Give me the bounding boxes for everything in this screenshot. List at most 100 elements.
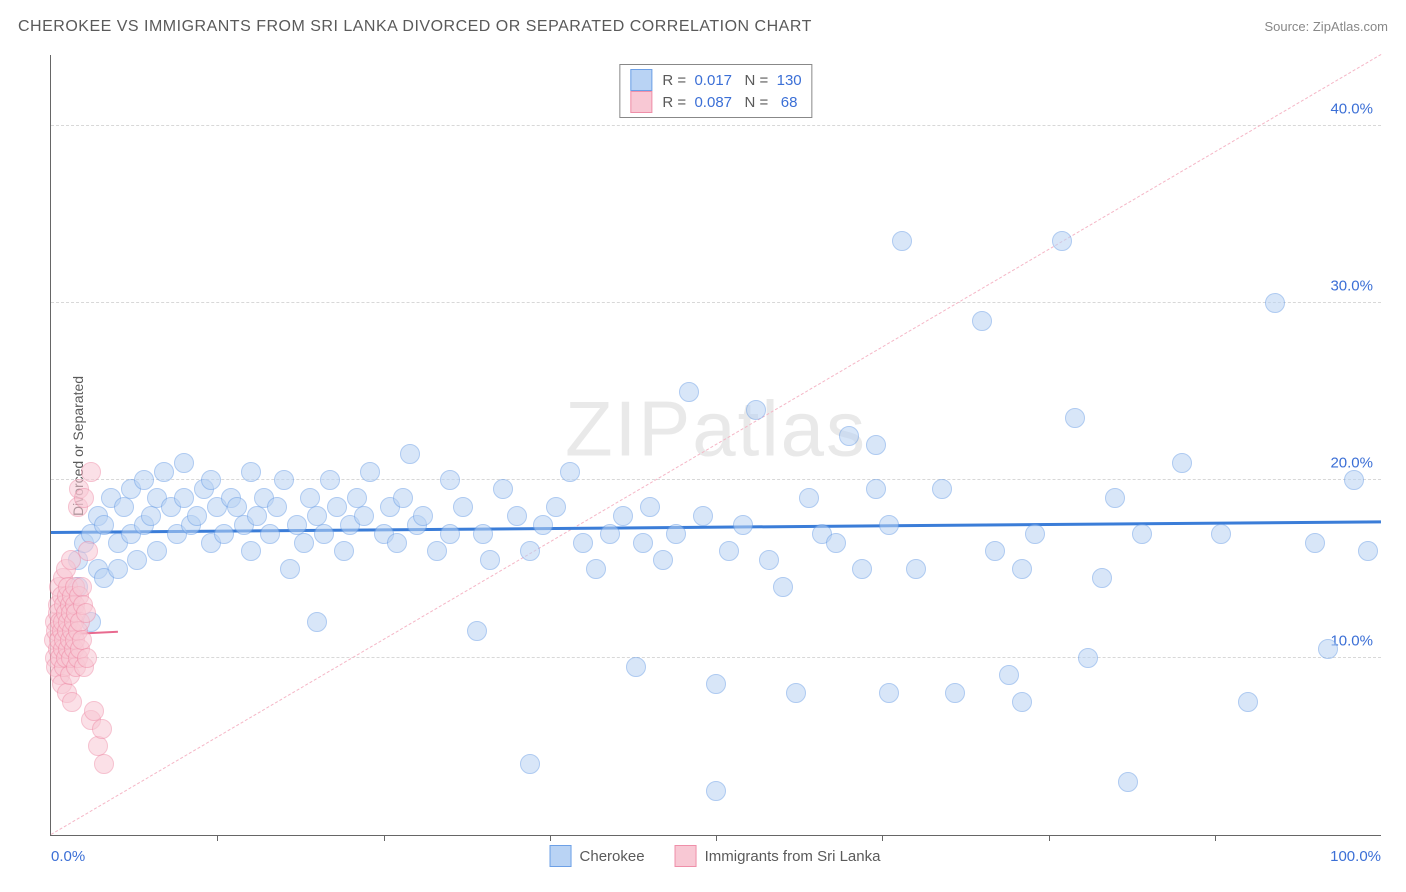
data-point [134, 470, 154, 490]
data-point [1025, 524, 1045, 544]
data-point [94, 515, 114, 535]
data-point [334, 541, 354, 561]
data-point [314, 524, 334, 544]
y-tick-label: 30.0% [1330, 278, 1373, 295]
data-point [427, 541, 447, 561]
data-point [1078, 648, 1098, 668]
data-point [74, 488, 94, 508]
data-point [1132, 524, 1152, 544]
data-point [467, 621, 487, 641]
data-point [77, 648, 97, 668]
data-point [666, 524, 686, 544]
data-point [1358, 541, 1378, 561]
data-point [147, 541, 167, 561]
stats-row: R = 0.017 N = 130 [630, 69, 801, 91]
legend-swatch [550, 845, 572, 867]
data-point [154, 462, 174, 482]
data-point [999, 665, 1019, 685]
data-point [1265, 293, 1285, 313]
data-point [360, 462, 380, 482]
legend-label: Immigrants from Sri Lanka [705, 848, 881, 865]
data-point [413, 506, 433, 526]
data-point [141, 506, 161, 526]
data-point [78, 541, 98, 561]
data-point [679, 382, 699, 402]
data-point [1305, 533, 1325, 553]
data-point [440, 524, 460, 544]
data-point [327, 497, 347, 517]
data-point [1344, 470, 1364, 490]
x-tick-mark [217, 835, 218, 841]
x-tick-mark [1049, 835, 1050, 841]
data-point [653, 550, 673, 570]
data-point [260, 524, 280, 544]
data-point [187, 506, 207, 526]
data-point [507, 506, 527, 526]
data-point [1092, 568, 1112, 588]
data-point [520, 541, 540, 561]
data-point [826, 533, 846, 553]
data-point [174, 453, 194, 473]
data-point [533, 515, 553, 535]
gridline [51, 657, 1381, 658]
legend-item: Cherokee [550, 845, 645, 867]
data-point [1211, 524, 1231, 544]
data-point [274, 470, 294, 490]
gridline [51, 125, 1381, 126]
data-point [520, 754, 540, 774]
data-point [453, 497, 473, 517]
data-point [201, 470, 221, 490]
x-tick-mark [384, 835, 385, 841]
data-point [633, 533, 653, 553]
data-point [62, 692, 82, 712]
data-point [879, 515, 899, 535]
stats-text: R = 0.087 N = 68 [662, 94, 797, 111]
data-point [480, 550, 500, 570]
x-tick-label: 100.0% [1330, 848, 1381, 865]
data-point [294, 533, 314, 553]
data-point [1105, 488, 1125, 508]
data-point [733, 515, 753, 535]
x-tick-label: 0.0% [51, 848, 85, 865]
data-point [393, 488, 413, 508]
plot-area: ZIPatlas R = 0.017 N = 130R = 0.087 N = … [50, 55, 1381, 836]
data-point [241, 462, 261, 482]
data-point [640, 497, 660, 517]
data-point [81, 462, 101, 482]
data-point [866, 479, 886, 499]
data-point [759, 550, 779, 570]
legend-swatch [630, 91, 652, 113]
data-point [773, 577, 793, 597]
data-point [799, 488, 819, 508]
data-point [626, 657, 646, 677]
data-point [473, 524, 493, 544]
data-point [693, 506, 713, 526]
plot-wrapper: ZIPatlas R = 0.017 N = 130R = 0.087 N = … [50, 55, 1380, 835]
data-point [573, 533, 593, 553]
data-point [613, 506, 633, 526]
legend-item: Immigrants from Sri Lanka [675, 845, 881, 867]
data-point [247, 506, 267, 526]
data-point [1238, 692, 1258, 712]
data-point [706, 674, 726, 694]
data-point [1052, 231, 1072, 251]
legend-label: Cherokee [580, 848, 645, 865]
data-point [114, 497, 134, 517]
data-point [866, 435, 886, 455]
data-point [586, 559, 606, 579]
x-tick-mark [716, 835, 717, 841]
data-point [94, 754, 114, 774]
data-point [719, 541, 739, 561]
data-point [852, 559, 872, 579]
x-tick-mark [1215, 835, 1216, 841]
data-point [214, 524, 234, 544]
data-point [1172, 453, 1192, 473]
legend-swatch [630, 69, 652, 91]
data-point [400, 444, 420, 464]
source-label: Source: ZipAtlas.com [1264, 19, 1388, 34]
x-tick-mark [882, 835, 883, 841]
data-point [786, 683, 806, 703]
data-point [879, 683, 899, 703]
data-point [92, 719, 112, 739]
data-point [945, 683, 965, 703]
